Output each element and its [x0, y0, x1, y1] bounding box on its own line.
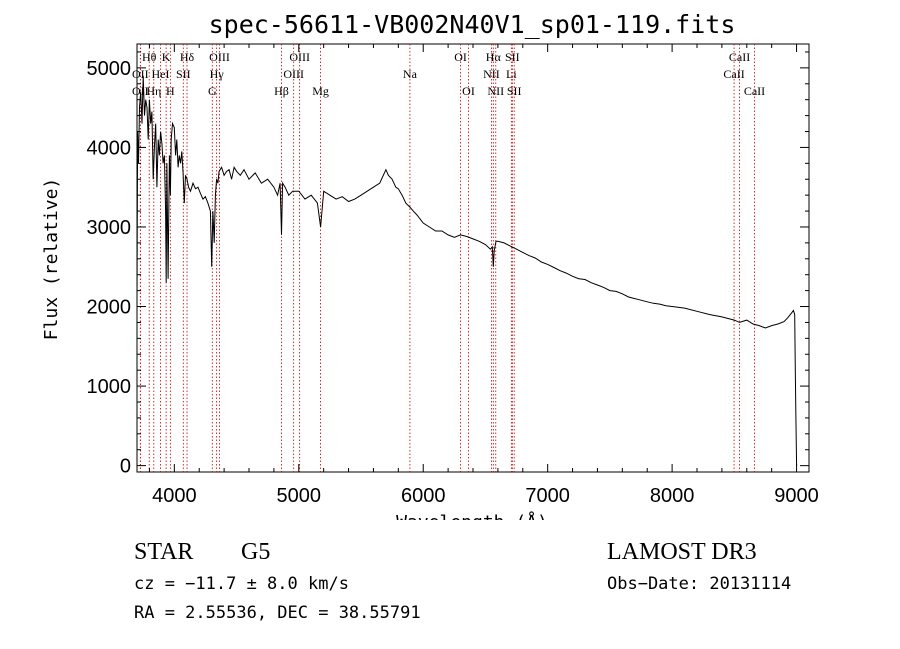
line-label-17: OI — [454, 50, 467, 64]
line-label-7: SII — [176, 67, 191, 81]
line-label-1: OII — [132, 67, 149, 81]
line-label-3: Hη — [146, 84, 161, 98]
line-label-27: CaII — [744, 84, 765, 98]
line-label-26: CaII — [723, 67, 744, 81]
y-tick-label-2: 2000 — [87, 297, 132, 319]
y-tick-label-3: 3000 — [87, 217, 132, 239]
x-axis-label: Wavelength (Å) — [396, 511, 548, 520]
spectrum-line — [136, 75, 798, 466]
line-label-15: Mg — [312, 84, 329, 98]
line-label-24: SII — [507, 84, 522, 98]
x-axis-ticks: 4000 5000 6000 7000 8000 9000 — [148, 44, 819, 507]
line-label-5: HeI — [152, 67, 170, 81]
y-tick-label-4: 4000 — [87, 137, 132, 159]
chart-title: spec-56611-VB002N40V1_sp01-119.fits — [209, 10, 736, 39]
plot-frame — [136, 43, 810, 473]
line-label-22: SII — [505, 50, 520, 64]
coordinates-readout: RA = 2.55536, DEC = 38.55791 — [134, 603, 421, 623]
x-tick-label-1: 5000 — [277, 485, 322, 507]
observation-date: Obs−Date: 20131114 — [607, 574, 792, 594]
line-label-13: OIII — [289, 50, 310, 64]
y-tick-label-0: 0 — [120, 456, 131, 478]
object-type: STAR — [134, 539, 194, 565]
y-tick-label-1: 1000 — [87, 376, 132, 398]
line-label-2: OII — [132, 84, 149, 98]
spectrum-chart: spec-56611-VB002N40V1_sp01-119.fits Hθ OI… — [41, 10, 819, 520]
line-label-14: OIII — [283, 67, 304, 81]
x-tick-label-4: 8000 — [650, 485, 695, 507]
survey-name: LAMOST DR3 — [607, 539, 757, 565]
x-tick-label-0: 4000 — [152, 485, 197, 507]
line-label-4: K — [162, 50, 171, 64]
line-label-8: Hδ — [180, 50, 195, 64]
line-label-11: G — [208, 84, 217, 98]
line-label-10: Hγ — [210, 67, 225, 81]
line-label-19: Hα — [486, 50, 502, 64]
x-tick-label-5: 9000 — [774, 485, 819, 507]
line-label-9: OIII — [209, 50, 230, 64]
x-tick-label-3: 7000 — [525, 485, 570, 507]
y-tick-label-5: 5000 — [87, 58, 132, 80]
line-label-21: NII — [487, 84, 504, 98]
line-label-23: Li — [506, 67, 517, 81]
line-label-20: NII — [483, 67, 500, 81]
line-label-18: OI — [462, 84, 475, 98]
line-label-25: CaII — [729, 50, 750, 64]
spectral-subclass: G5 — [241, 539, 271, 565]
line-label-16: Na — [403, 67, 418, 81]
redshift-readout: cz = −11.7 ± 8.0 km/s — [134, 574, 349, 594]
x-tick-label-2: 6000 — [401, 485, 446, 507]
line-label-0: Hθ — [142, 50, 157, 64]
y-axis-ticks: 0 1000 2000 3000 4000 5000 — [87, 51, 809, 478]
spectral-line-markers — [139, 44, 755, 472]
line-label-6: H — [166, 84, 175, 98]
y-axis-label: Flux (relative) — [41, 178, 62, 341]
line-label-12: Hβ — [274, 84, 289, 98]
